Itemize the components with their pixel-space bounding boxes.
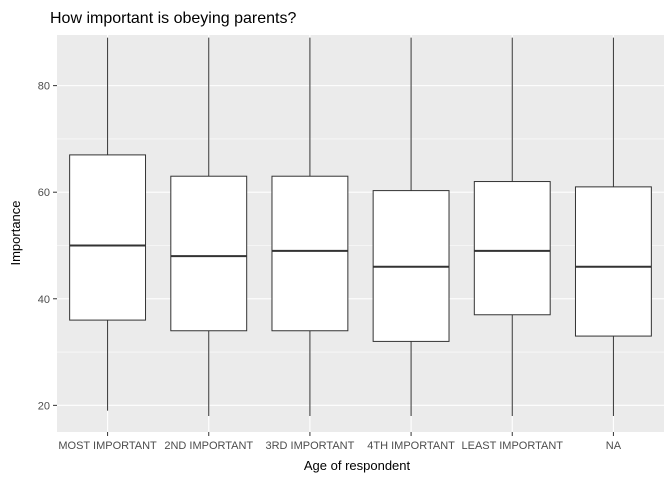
box-1 [69,37,147,411]
box-series [69,37,652,417]
y-tick-label: 40 [38,294,50,306]
y-axis-label: Importance [8,200,23,265]
y-tick-label: 20 [38,400,50,412]
box-4 [372,37,450,417]
box-body [69,154,147,321]
plot-panel [57,35,664,432]
x-tick-label: NA [606,440,622,452]
chart-title: How important is obeying parents? [50,10,296,27]
box-body [473,181,551,316]
box-body [574,186,652,337]
x-tick-label: 3RD IMPORTANT [266,440,355,452]
y-tick-label: 60 [38,187,50,199]
box-body [170,175,248,332]
x-tick-label: 4TH IMPORTANT [367,440,455,452]
x-tick-label: 2ND IMPORTANT [164,440,253,452]
x-axis: MOST IMPORTANT 2ND IMPORTANT 3RD IMPORTANT… [58,432,622,452]
x-tick-label: MOST IMPORTANT [58,440,157,452]
box-3 [271,37,349,417]
box-5 [473,37,551,417]
x-tick-label: LEAST IMPORTANT [462,440,564,452]
y-axis: 20 40 60 80 [38,81,57,412]
box-2 [170,37,248,417]
x-axis-label: Age of respondent [304,458,411,473]
box-body [271,175,349,332]
box-6 [574,37,652,417]
y-tick-label: 80 [38,81,50,93]
